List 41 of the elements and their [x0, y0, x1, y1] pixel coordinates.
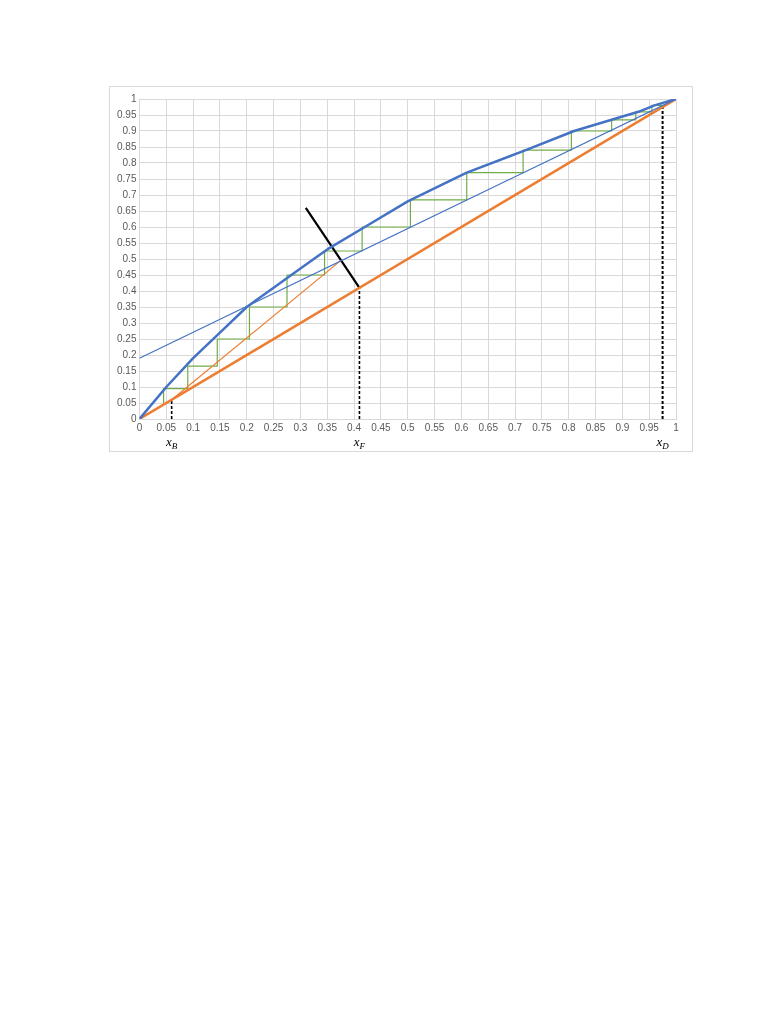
- y-tick-label: 0.9: [122, 124, 137, 136]
- y-tick-label: 0.05: [116, 396, 137, 408]
- y-tick-label: 0.4: [122, 284, 137, 296]
- y-tick-label: 0.55: [116, 236, 137, 248]
- y-tick-label: 0.8: [122, 156, 137, 168]
- x-tick-label: 0.85: [585, 421, 606, 433]
- x-tick-label: 0.5: [400, 421, 416, 433]
- y-tick-label: 0.45: [116, 268, 137, 280]
- x-tick-label: 0.25: [263, 421, 284, 433]
- x-tick-label: 0.1: [186, 421, 201, 433]
- x-tick-label: 0.95: [639, 421, 660, 433]
- y-tick-label: 0: [130, 412, 137, 424]
- y-tick-label: 1: [130, 92, 137, 104]
- x-tick-label: 0.7: [508, 421, 523, 433]
- x-tick-label: 0.9: [615, 421, 630, 433]
- x-tick-label: 1: [673, 421, 680, 433]
- y-tick-label: 0.95: [116, 108, 137, 120]
- y-tick-label: 0.3: [122, 316, 137, 328]
- y-tick-label: 0.7: [122, 188, 137, 200]
- x-tick-label: 0.4: [347, 421, 362, 433]
- y-tick-label: 0.5: [122, 252, 137, 264]
- x-tick-label: 0.15: [210, 421, 231, 433]
- x-tick-label: 0.55: [424, 421, 445, 433]
- y-tick-label: 0.65: [116, 204, 137, 216]
- x-tick-label: 0.3: [293, 421, 308, 433]
- x-tick-label: 0.6: [454, 421, 469, 433]
- x-tick-label: 0.8: [561, 421, 577, 433]
- y-tick-label: 0.15: [116, 364, 137, 376]
- x-tick-label: 0.05: [156, 421, 177, 433]
- y-tick-label: 0.35: [116, 300, 137, 312]
- y-tick-label: 0.25: [116, 332, 137, 344]
- x-tick-label: 0.75: [532, 421, 553, 433]
- y-tick-label: 0.75: [116, 172, 137, 184]
- y-tick-label: 0.2: [122, 348, 137, 360]
- y-tick-label: 0.85: [116, 140, 137, 152]
- x-tick-label: 0.2: [239, 421, 255, 433]
- y-tick-label: 0.1: [122, 380, 137, 392]
- x-tick-label: 0.35: [317, 421, 338, 433]
- x-tick-label: 0.65: [478, 421, 499, 433]
- y-tick-label: 0.6: [122, 220, 137, 232]
- x-tick-label: 0.45: [371, 421, 392, 433]
